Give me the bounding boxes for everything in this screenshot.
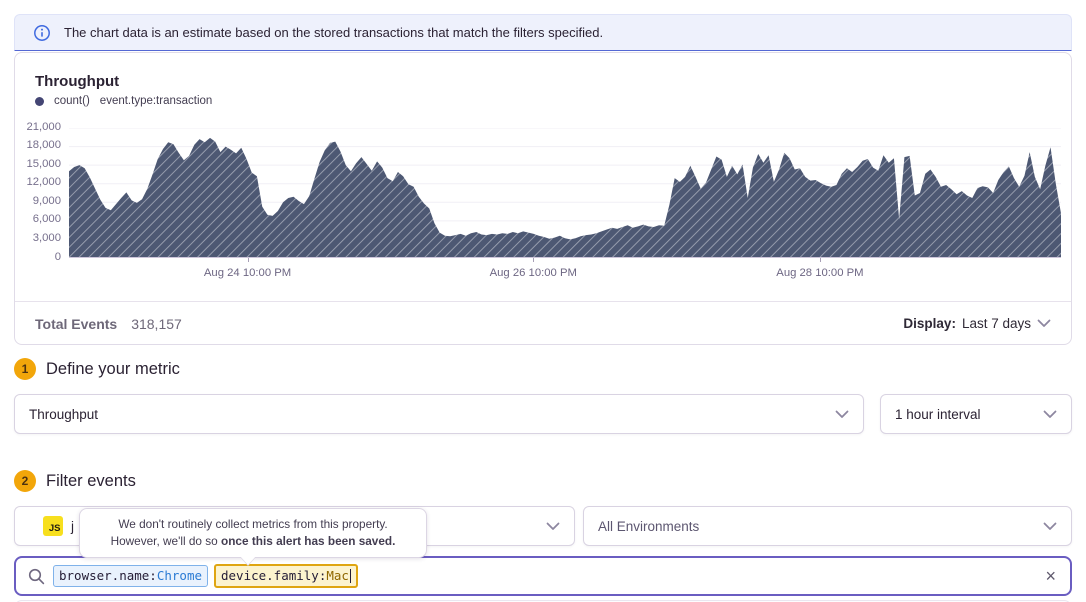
x-tick-mark [533, 258, 535, 262]
javascript-project-icon: JS [43, 516, 63, 536]
y-tick-label: 18,000 [26, 139, 61, 152]
environment-select[interactable]: All Environments [583, 506, 1072, 546]
metric-select-value: Throughput [29, 406, 99, 422]
y-tick-label: 12,000 [26, 176, 61, 189]
filter-token-browser-name[interactable]: browser.name: Chrome [53, 564, 208, 588]
total-events-value: 318,157 [131, 315, 182, 332]
x-tick-label: Aug 24 10:00 PM [203, 267, 292, 279]
total-events-label: Total Events [35, 315, 118, 332]
chevron-down-icon [835, 410, 849, 419]
clear-search-icon[interactable]: × [1045, 566, 1056, 586]
metrics-warning-tooltip: We don't routinely collect metrics from … [79, 508, 427, 566]
banner-text: The chart data is an estimate based on t… [64, 25, 604, 40]
display-range-dropdown[interactable]: Display: Last 7 days [903, 316, 1051, 331]
section-2-title: Filter events [46, 471, 136, 490]
info-icon [33, 24, 51, 42]
y-tick-label: 6,000 [32, 213, 61, 226]
y-tick-label: 15,000 [26, 157, 61, 170]
event-filter-search-input[interactable]: browser.name: Chrome device.family: Mac × [14, 556, 1072, 596]
x-tick-label: Aug 28 10:00 PM [776, 267, 864, 279]
display-value: Last 7 days [961, 316, 1031, 331]
total-events: Total Events 318,157 [35, 316, 182, 332]
interval-select[interactable]: 1 hour interval [880, 394, 1072, 434]
chevron-down-icon [1043, 522, 1057, 531]
y-tick-label: 3,000 [32, 231, 61, 244]
y-tick-label: 0 [54, 250, 61, 263]
search-tokens: browser.name: Chrome device.family: Mac [53, 563, 1035, 589]
section-1-title: Define your metric [46, 359, 180, 378]
x-tick-mark [247, 258, 249, 262]
display-label: Display: [903, 316, 956, 331]
chart-footer: Total Events 318,157 Display: Last 7 day… [15, 301, 1071, 345]
environment-select-value: All Environments [598, 518, 700, 534]
chevron-down-icon [1043, 410, 1057, 419]
throughput-chart-svg[interactable] [69, 128, 1061, 263]
project-select-value: j [71, 518, 74, 534]
section-define-metric: 1 Define your metric [14, 358, 180, 380]
info-banner: The chart data is an estimate based on t… [14, 14, 1072, 51]
throughput-chart-panel: Throughput count() event.type:transactio… [14, 52, 1072, 345]
legend-series-label: count() [54, 95, 90, 107]
chevron-down-icon [1037, 319, 1051, 328]
chart-legend: count() event.type:transaction [35, 95, 212, 107]
filter-token-device-family[interactable]: device.family: Mac [214, 563, 358, 589]
y-tick-label: 21,000 [26, 120, 61, 133]
section-filter-events: 2 Filter events [14, 470, 136, 492]
tooltip-line-2: However, we'll do so once this alert has… [110, 534, 396, 548]
legend-query-label: event.type:transaction [99, 95, 213, 107]
x-tick-label: Aug 26 10:00 PM [489, 267, 577, 279]
step-1-badge: 1 [14, 358, 36, 380]
legend-dot-icon [35, 96, 44, 106]
interval-select-value: 1 hour interval [895, 406, 981, 422]
chart-title: Throughput [35, 73, 120, 90]
step-2-badge: 2 [14, 470, 36, 492]
tooltip-line-1: We don't routinely collect metrics from … [118, 516, 388, 531]
throughput-chart[interactable]: 0 3,000 6,000 9,000 12,000 15,000 18,000 21,000… [26, 121, 1061, 279]
text-caret [349, 569, 351, 583]
y-tick-label: 9,000 [32, 194, 61, 207]
chevron-down-icon [546, 522, 560, 531]
search-icon [28, 568, 45, 585]
x-tick-mark [819, 258, 821, 262]
metric-select[interactable]: Throughput [14, 394, 864, 434]
